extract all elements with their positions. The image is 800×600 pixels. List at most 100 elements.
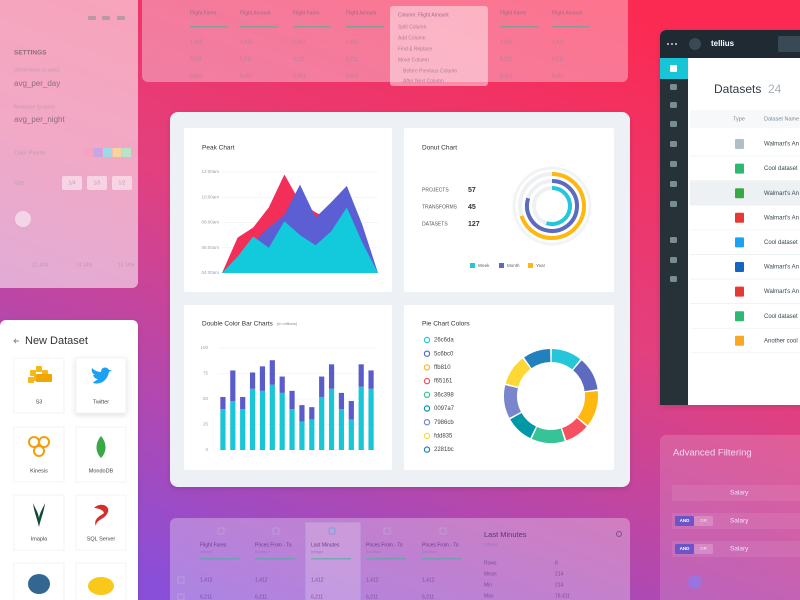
label: Walmart's An <box>764 289 799 295</box>
bar-segment <box>368 370 374 389</box>
sidebar-icon <box>670 237 677 243</box>
label: Last Minutes <box>311 542 340 548</box>
y-tick-label: 100 <box>200 345 208 350</box>
sqlserver-icon <box>94 504 109 526</box>
filter-row <box>672 541 800 557</box>
donut-slice <box>510 412 537 439</box>
label: Split Column <box>398 24 427 30</box>
toolbar-icon <box>88 16 96 20</box>
label: 6,211 <box>422 594 434 600</box>
palette-swatch <box>122 148 131 157</box>
label: After Next Column <box>403 78 444 84</box>
legend-label: Year <box>536 263 546 268</box>
label: Dataset Name <box>764 116 799 122</box>
legend-label: 36c398 <box>434 392 454 398</box>
legend-marker <box>423 419 431 426</box>
donut-slice <box>572 360 598 392</box>
settings-panel <box>0 0 138 288</box>
label: 1,412 <box>311 577 324 583</box>
sidebar-icon <box>670 65 677 72</box>
y-tick-label: 0 <box>205 447 208 452</box>
header-underline <box>190 26 228 28</box>
label: New Dataset <box>25 335 88 347</box>
header-button[interactable] <box>778 36 800 52</box>
bar-segment <box>348 419 354 450</box>
label: 1,412 <box>240 39 253 45</box>
label: 6,211 <box>552 56 564 62</box>
label: 9,451 <box>293 73 306 79</box>
toolbar-icon <box>117 16 125 20</box>
label: 15 JAN <box>118 262 135 268</box>
label: Peak Chart <box>202 145 235 152</box>
label: Walmart's An <box>764 265 799 271</box>
label: Integer <box>346 17 359 22</box>
source-tile[interactable] <box>75 357 127 414</box>
label: 1,412 <box>293 39 306 45</box>
label: Double Color Bar Charts <box>202 321 274 328</box>
legend-label: 26c6da <box>434 338 454 344</box>
bar-segment <box>338 392 345 410</box>
label: Another cool <box>764 338 798 344</box>
bar-segment <box>289 409 295 450</box>
header-underline <box>311 558 351 560</box>
label: 9,451 <box>552 73 565 79</box>
y-tick-label: 25 <box>203 422 209 427</box>
row-highlight <box>690 181 800 206</box>
label: Last Minutes <box>484 530 527 539</box>
palette-swatch <box>84 148 93 157</box>
label: 6,211 <box>346 56 358 62</box>
header-underline <box>500 26 538 28</box>
sidebar-icon <box>670 161 677 167</box>
donut-slice <box>505 358 531 388</box>
menu-dot <box>675 43 677 45</box>
label: 1,412 <box>346 39 359 45</box>
label: avg_per_night <box>14 115 65 124</box>
label: Color Palette <box>14 150 46 156</box>
palette-swatch <box>112 148 122 157</box>
legend-label: 2281bc <box>434 447 454 453</box>
source-tile[interactable] <box>75 494 127 551</box>
size-option <box>62 176 82 190</box>
legend-marker <box>423 350 431 357</box>
bar-segment <box>309 407 315 420</box>
label: Move Column <box>398 57 429 63</box>
label: AND <box>680 518 690 523</box>
label: Walmart's An <box>764 142 799 148</box>
label: Integer <box>552 17 565 22</box>
bar-segment <box>338 409 345 450</box>
label: Integer <box>240 17 253 22</box>
bar-segment <box>279 376 285 393</box>
area <box>222 207 378 273</box>
add-filter-button[interactable] <box>688 575 702 589</box>
label: Column: Flight Amount <box>398 12 449 18</box>
label: 214 <box>555 582 564 588</box>
donut-slice <box>561 417 587 441</box>
s3-icon <box>30 370 36 376</box>
label: Flight Fares <box>190 10 217 16</box>
label: MondoDB <box>89 468 114 474</box>
kinesis-icon <box>38 436 50 448</box>
dataset-type-icon <box>735 311 744 322</box>
and-button <box>675 544 694 554</box>
dataset-type-icon <box>735 335 744 346</box>
sidebar-icon <box>670 141 677 147</box>
legend-label: Month <box>507 263 520 268</box>
hadoop-icon <box>88 577 114 595</box>
label: OR <box>700 546 708 551</box>
label: Advanced Filtering <box>673 448 752 459</box>
label: Imapla <box>31 536 48 542</box>
ring-arc <box>545 186 572 226</box>
source-tile[interactable] <box>13 426 65 483</box>
header-underline <box>366 558 406 560</box>
label: 1,412 <box>422 577 435 583</box>
impala-icon <box>33 503 45 527</box>
bar-segment <box>289 390 295 410</box>
label: 1,412 <box>255 577 268 583</box>
label: 1,412 <box>500 39 513 45</box>
row-checkbox <box>177 576 185 584</box>
label: 1,412 <box>366 577 379 583</box>
label: Salary <box>730 518 749 525</box>
label: 214 <box>555 571 564 577</box>
header-underline <box>240 26 278 28</box>
